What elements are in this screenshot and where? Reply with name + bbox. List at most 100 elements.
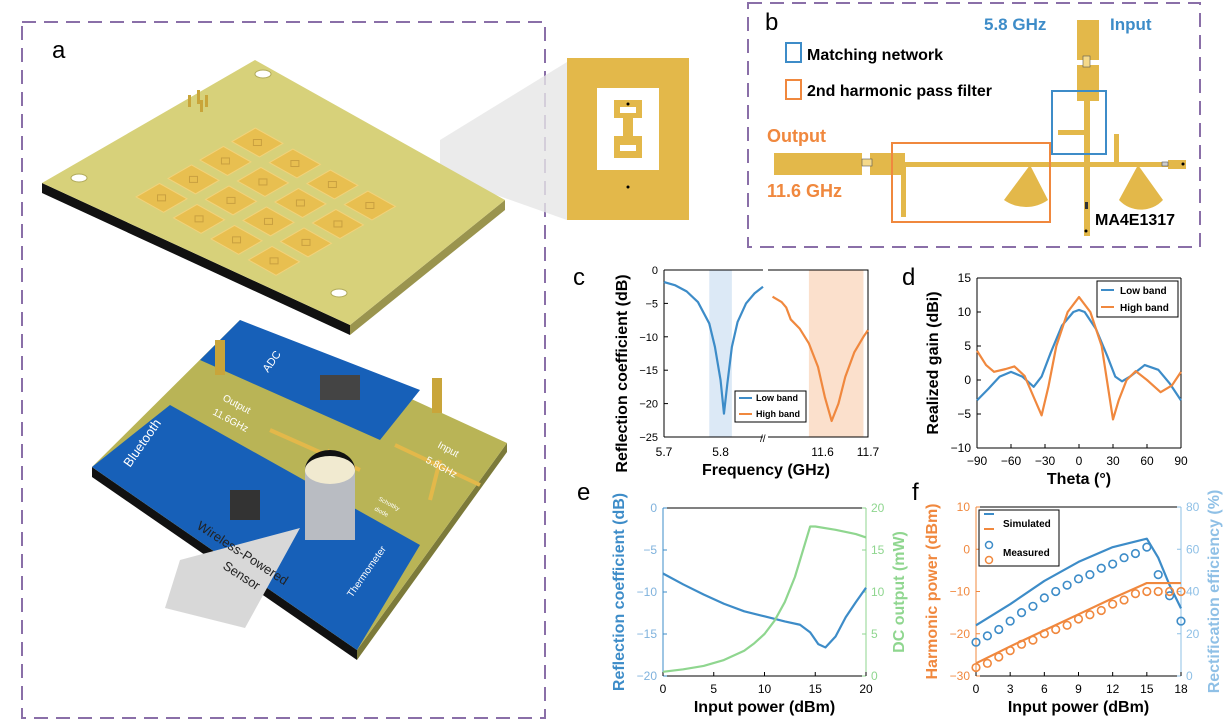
metasurface-unit-cell <box>210 224 264 255</box>
legend-label-filter: 2nd harmonic pass filter <box>807 83 992 100</box>
data-point-measured <box>1039 593 1049 603</box>
panel-a-label: a <box>52 37 66 64</box>
metasurface-unit-cell <box>305 169 359 200</box>
y-axis-label: Reflection coefficient (dB) <box>611 493 628 691</box>
metasurface-unit-cell <box>135 182 189 213</box>
y-tick-label: −10 <box>951 441 972 455</box>
y-tick-label: −5 <box>643 543 657 557</box>
x-tick-label: 5.8 <box>712 445 729 459</box>
x-axis-label: Input power (dBm) <box>694 699 835 716</box>
unit-cell-pattern <box>252 139 262 147</box>
data-point-measured <box>994 624 1004 635</box>
chart-f: 10 0 −10 −20 −30 80 60 40 20 0 0 3 6 9 12 15 18 Input pow… <box>924 490 1223 716</box>
y2-tick-label: 60 <box>1186 542 1200 556</box>
y-tick-label: −15 <box>639 365 658 377</box>
x-tick-label: 12 <box>1106 682 1120 696</box>
y2-axis-label: DC output (mW) <box>891 531 908 653</box>
unit-cell-pattern <box>220 157 230 165</box>
unit-cell-pattern <box>269 257 279 265</box>
y-tick-label: −5 <box>957 407 971 421</box>
metasurface-unit-cell <box>268 148 322 179</box>
panel-f-label: f <box>912 479 919 506</box>
metasurface-unit-cell <box>167 164 220 195</box>
y-tick-label: 10 <box>957 500 971 514</box>
x-tick-label: 9 <box>1075 682 1082 696</box>
metasurface-unit-cell <box>204 185 258 216</box>
panel-b-frame <box>747 2 1201 248</box>
data-point-measured <box>1028 601 1038 611</box>
metasurface-unit-cell <box>311 208 365 239</box>
data-point-measured <box>1073 574 1084 584</box>
panel-c-label: c <box>573 264 585 291</box>
legend-box <box>978 509 1060 567</box>
unit-cell-pattern <box>365 202 375 210</box>
data-point-measured <box>1176 616 1186 626</box>
legend-label: High band <box>1120 303 1169 314</box>
data-point-measured <box>1142 586 1152 597</box>
x-tick-label: 0 <box>660 682 667 696</box>
y-tick-label: −10 <box>637 585 658 599</box>
y2-tick-label: 0 <box>1186 669 1193 683</box>
x-tick-label: 60 <box>1140 454 1154 468</box>
x-tick-label: 0 <box>973 682 980 696</box>
x-tick-label: 30 <box>1106 454 1120 468</box>
data-point-measured <box>1153 586 1163 597</box>
legend-swatch-filter <box>785 79 802 100</box>
y-tick-label: −20 <box>639 399 658 411</box>
series-line-low-band <box>976 308 1182 402</box>
metasurface-unit-cell <box>279 227 333 258</box>
unit-cell-pattern <box>290 160 300 168</box>
y2-tick-label: 80 <box>1186 500 1200 514</box>
zoom-beam <box>440 62 567 220</box>
legend-label: High band <box>756 409 800 419</box>
frame-right <box>768 269 869 438</box>
data-point-measured <box>1051 586 1061 597</box>
data-point-measured <box>1051 624 1061 635</box>
input-label: Input <box>1110 15 1152 34</box>
legend-box <box>1096 280 1179 318</box>
y-tick-label: −30 <box>950 669 971 683</box>
data-point-measured <box>1005 616 1015 626</box>
legend-label-matching: Matching network <box>807 47 943 64</box>
metasurface-unit-cell <box>198 145 252 176</box>
data-point-measured <box>1108 599 1118 609</box>
x-axis-label: Theta (°) <box>1047 471 1111 488</box>
y2-tick-label: 0 <box>871 669 878 683</box>
x-tick-label: 20 <box>859 682 873 696</box>
unit-cell-pattern <box>295 199 305 207</box>
data-point-measured <box>1153 569 1163 580</box>
unit-cell-pattern <box>194 215 204 223</box>
legend-label: Low band <box>1120 286 1167 297</box>
data-point-measured <box>1176 586 1186 597</box>
y-axis-label: Reflection coefficient (dB) <box>614 274 631 472</box>
unit-cell-pattern <box>188 175 198 183</box>
y2-tick-label: 20 <box>871 501 885 515</box>
x-tick-label: 6 <box>1041 682 1048 696</box>
metasurface-unit-cell <box>236 166 290 197</box>
y-tick-label: −25 <box>639 432 658 444</box>
data-point-measured <box>1039 629 1049 639</box>
rectenna-pcb: ADC Output 11.6GHz Input 5.8GHz Bluetoot… <box>92 320 507 660</box>
data-point-measured <box>1085 569 1095 580</box>
data-point-measured <box>1108 559 1118 569</box>
y2-tick-label: 10 <box>871 585 885 599</box>
rectifier-layout: b Matching network 2nd harmonic pass fil… <box>765 9 1186 236</box>
y2-axis-label: Rectification efficiency (%) <box>1206 490 1223 694</box>
data-point-measured <box>971 662 981 673</box>
x-tick-label: 11.6 <box>811 445 834 459</box>
x-tick-label: −30 <box>1035 454 1056 468</box>
y-tick-label: 5 <box>964 339 971 353</box>
data-point-measured <box>1165 591 1175 601</box>
unit-cell-pattern <box>157 194 167 202</box>
x-tick-label: −60 <box>1001 454 1022 468</box>
x-tick-label: 90 <box>1174 454 1188 468</box>
data-point-measured <box>1096 605 1106 616</box>
y-tick-label: 10 <box>958 305 972 319</box>
unit-cell-pattern <box>327 181 337 189</box>
series-line-high-band <box>976 295 1182 421</box>
y-tick-label: 0 <box>964 373 971 387</box>
y2-tick-label: 5 <box>871 627 878 641</box>
metasurface-unit-cell <box>230 127 284 158</box>
data-point-measured <box>1130 589 1141 599</box>
